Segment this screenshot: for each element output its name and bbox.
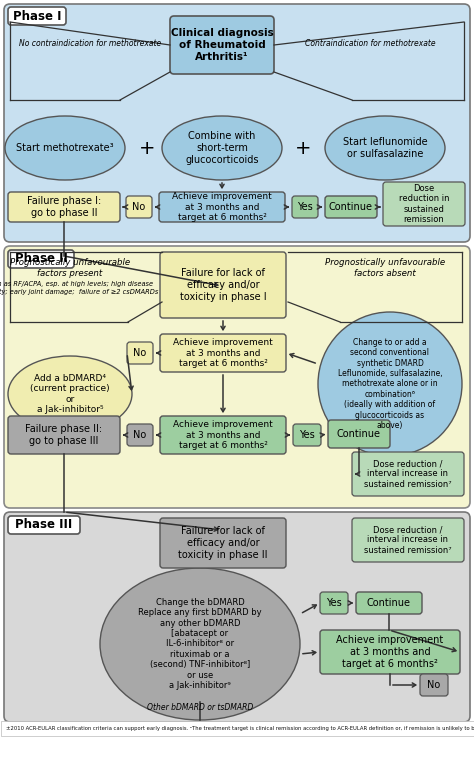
FancyBboxPatch shape (4, 246, 470, 508)
FancyBboxPatch shape (320, 592, 348, 614)
Text: ±2010 ACR-EULAR classification criteria can support early diagnosis. ²The treatm: ±2010 ACR-EULAR classification criteria … (6, 726, 474, 731)
FancyBboxPatch shape (127, 424, 153, 446)
Text: Failure for lack of
efficacy and/or
toxicity in phase II: Failure for lack of efficacy and/or toxi… (178, 527, 268, 560)
Ellipse shape (318, 312, 462, 456)
Text: Achieve improvement
at 3 months and
target at 6 months²: Achieve improvement at 3 months and targ… (337, 635, 444, 669)
Text: Change to or add a
second conventional
synthetic DMARD
Leflunomide, sulfasalazin: Change to or add a second conventional s… (337, 338, 442, 430)
Text: Start leflunomide
or sulfasalazine: Start leflunomide or sulfasalazine (343, 137, 428, 159)
FancyBboxPatch shape (160, 518, 286, 568)
FancyBboxPatch shape (8, 516, 80, 534)
Text: Continue: Continue (367, 598, 411, 608)
FancyBboxPatch shape (328, 420, 390, 448)
Text: Change the bDMARD
Replace any first bDMARD by
any other bDMARD
[abatacept or
IL-: Change the bDMARD Replace any first bDMA… (138, 598, 262, 690)
Ellipse shape (325, 116, 445, 180)
FancyBboxPatch shape (126, 196, 152, 218)
Text: Dose reduction /
interval increase in
sustained remission⁷: Dose reduction / interval increase in su… (364, 459, 452, 489)
FancyBboxPatch shape (383, 182, 465, 226)
FancyBboxPatch shape (8, 416, 120, 454)
Text: Phase III: Phase III (15, 519, 73, 531)
FancyBboxPatch shape (292, 196, 318, 218)
FancyBboxPatch shape (293, 424, 321, 446)
FancyBboxPatch shape (8, 192, 120, 222)
Text: +: + (139, 138, 155, 157)
Text: Dose
reduction in
sustained
remission: Dose reduction in sustained remission (399, 184, 449, 224)
FancyBboxPatch shape (160, 416, 286, 454)
Text: Start methotrexate³: Start methotrexate³ (16, 143, 114, 153)
FancyBboxPatch shape (4, 4, 470, 242)
FancyBboxPatch shape (159, 192, 285, 222)
Text: Prognostically unfavourable
factors present: Prognostically unfavourable factors pres… (10, 259, 130, 278)
FancyBboxPatch shape (8, 7, 66, 25)
Text: Continue: Continue (329, 202, 373, 212)
Text: No: No (132, 202, 146, 212)
Ellipse shape (8, 356, 132, 432)
FancyBboxPatch shape (420, 674, 448, 696)
Text: Failure phase I:
go to phase II: Failure phase I: go to phase II (27, 196, 101, 218)
FancyBboxPatch shape (356, 592, 422, 614)
Text: Achieve improvement
at 3 months and
target at 6 months²: Achieve improvement at 3 months and targ… (173, 420, 273, 450)
Text: Yes: Yes (326, 598, 342, 608)
FancyBboxPatch shape (127, 342, 153, 364)
Text: Achieve improvement
at 3 months and
target at 6 months²: Achieve improvement at 3 months and targ… (173, 338, 273, 368)
Text: Phase II: Phase II (15, 252, 67, 266)
Text: Yes: Yes (299, 430, 315, 440)
FancyBboxPatch shape (320, 630, 460, 674)
Text: Yes: Yes (297, 202, 313, 212)
Text: Other bDMARD or tsDMARD: Other bDMARD or tsDMARD (147, 703, 253, 713)
FancyBboxPatch shape (352, 452, 464, 496)
Text: such as RF/ACPA, esp. at high levels; high disease
activity; early joint damage;: such as RF/ACPA, esp. at high levels; hi… (0, 281, 159, 295)
Text: No: No (133, 348, 146, 358)
Text: Add a bDMARD⁴
(current practice)
or
a Jak-inhibitor⁵: Add a bDMARD⁴ (current practice) or a Ja… (30, 374, 110, 414)
Text: Contraindication for methotrexate: Contraindication for methotrexate (305, 39, 435, 48)
Ellipse shape (5, 116, 125, 180)
Text: Phase I: Phase I (13, 9, 61, 22)
Text: No: No (428, 680, 441, 690)
Text: No contraindication for methotrexate: No contraindication for methotrexate (19, 39, 161, 48)
Text: Continue: Continue (337, 429, 381, 439)
FancyBboxPatch shape (170, 16, 274, 74)
FancyBboxPatch shape (4, 512, 470, 722)
Text: Dose reduction /
interval increase in
sustained remission⁷: Dose reduction / interval increase in su… (364, 525, 452, 555)
FancyBboxPatch shape (160, 252, 286, 318)
Text: Combine with
short-term
glucocorticoids: Combine with short-term glucocorticoids (185, 131, 259, 164)
Text: Prognostically unfavourable
factors absent: Prognostically unfavourable factors abse… (325, 259, 445, 278)
Text: No: No (133, 430, 146, 440)
FancyBboxPatch shape (325, 196, 377, 218)
Text: +: + (295, 138, 311, 157)
FancyBboxPatch shape (352, 518, 464, 562)
FancyBboxPatch shape (8, 250, 74, 268)
Text: Achieve improvement
at 3 months and
target at 6 months²: Achieve improvement at 3 months and targ… (172, 192, 272, 222)
Text: Clinical diagnosis
of Rheumatoid
Arthritis¹: Clinical diagnosis of Rheumatoid Arthrit… (171, 29, 273, 62)
FancyBboxPatch shape (160, 334, 286, 372)
Ellipse shape (162, 116, 282, 180)
Text: Failure phase II:
go to phase III: Failure phase II: go to phase III (26, 424, 102, 445)
Text: Failure for lack of
efficacy and/or
toxicity in phase I: Failure for lack of efficacy and/or toxi… (180, 269, 266, 302)
Ellipse shape (100, 568, 300, 720)
